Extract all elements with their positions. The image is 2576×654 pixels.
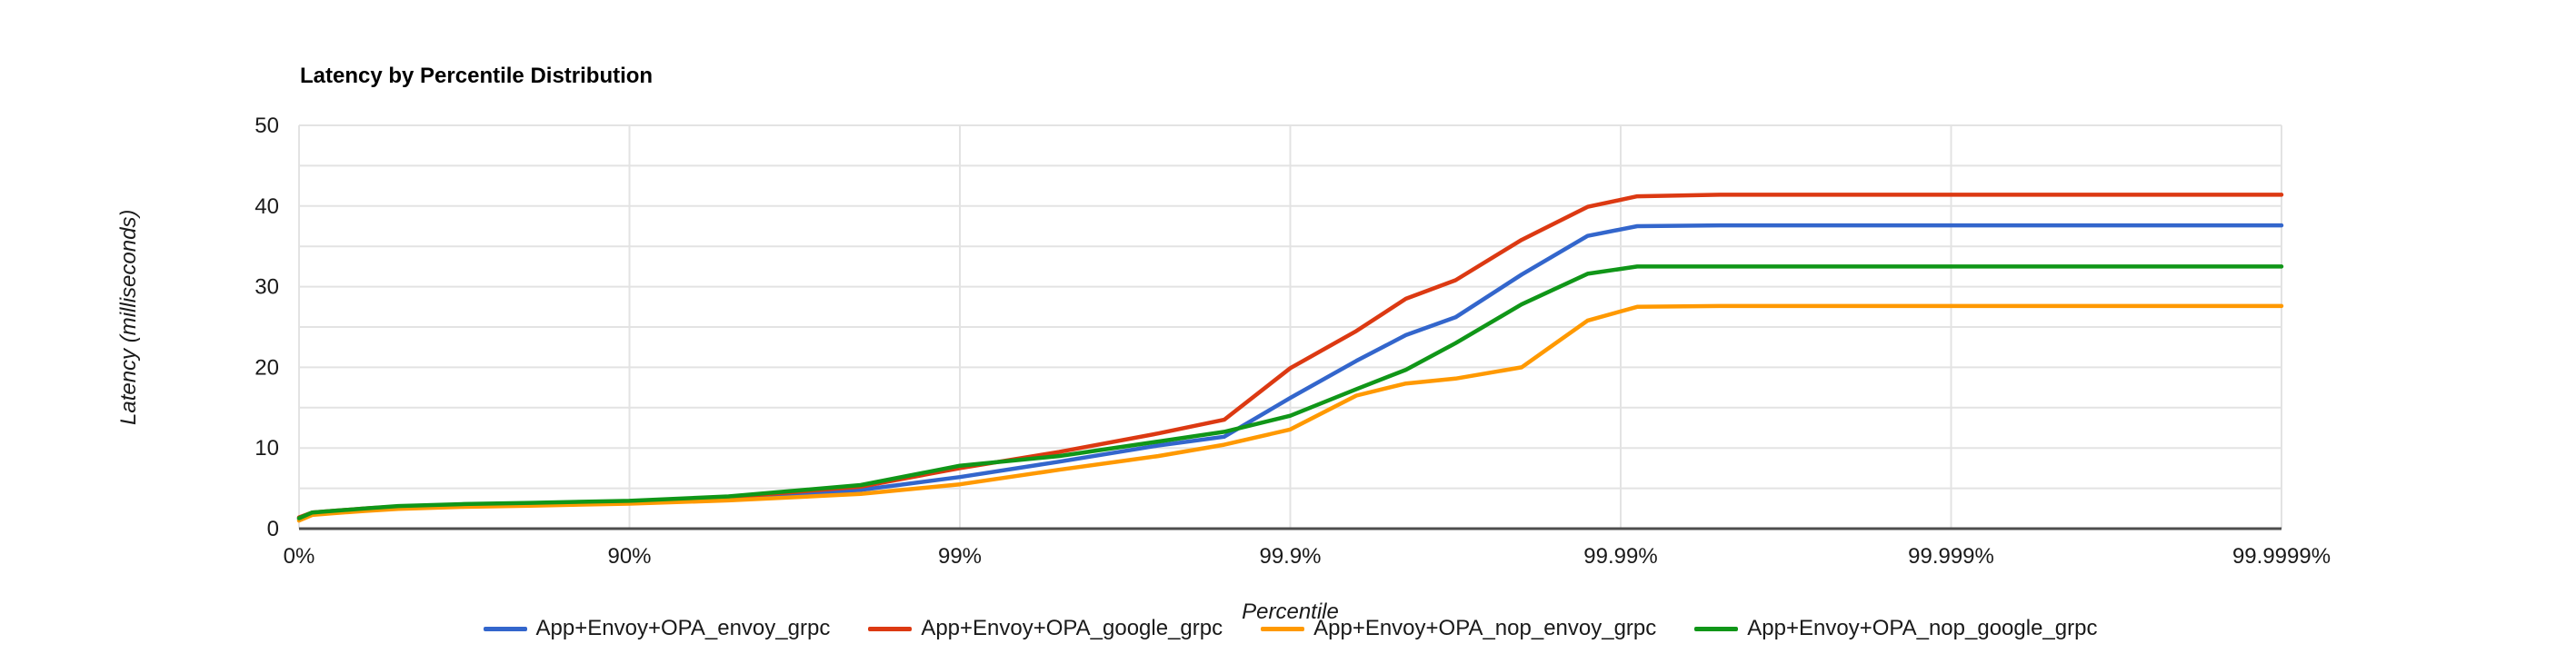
y-tick-label: 50 (255, 114, 279, 138)
legend-label: App+Envoy+OPA_nop_envoy_grpc (1313, 616, 1657, 640)
legend-item: App+Envoy+OPA_google_grpc (868, 616, 1223, 641)
legend-item: App+Envoy+OPA_nop_google_grpc (1694, 616, 2097, 641)
x-tick-label: 99.999% (1908, 544, 1994, 569)
x-tick-label: 0% (284, 544, 315, 569)
y-axis-title: Latency (milliseconds) (116, 209, 141, 425)
series-line-App+Envoy+OPA_nop_google_grpc[interactable] (296, 264, 2284, 520)
series-line-App+Envoy+OPA_nop_envoy_grpc[interactable] (296, 303, 2284, 523)
legend-swatch (483, 626, 527, 631)
x-tick-label: 99.9% (1259, 544, 1321, 569)
y-tick-label: 10 (255, 436, 279, 461)
legend-label: App+Envoy+OPA_nop_google_grpc (1747, 616, 2098, 640)
legend-label: App+Envoy+OPA_google_grpc (921, 616, 1223, 640)
y-tick-label: 40 (255, 194, 279, 219)
legend-swatch (868, 626, 913, 631)
y-tick-label: 0 (267, 517, 279, 541)
legend-label: App+Envoy+OPA_envoy_grpc (535, 616, 831, 640)
y-tick-label: 20 (255, 355, 279, 380)
x-tick-label: 99.99% (1583, 544, 1657, 569)
legend-swatch (1261, 626, 1305, 631)
x-tick-label: 99.9999% (2232, 544, 2331, 569)
x-tick-label: 90% (607, 544, 651, 569)
y-tick-label: 30 (255, 275, 279, 300)
legend-swatch (1694, 626, 1739, 631)
x-tick-label: 99% (938, 544, 982, 569)
legend-item: App+Envoy+OPA_envoy_grpc (483, 616, 831, 641)
legend-item: App+Envoy+OPA_nop_envoy_grpc (1261, 616, 1656, 641)
chart-title: Latency by Percentile Distribution (300, 64, 654, 88)
legend: App+Envoy+OPA_envoy_grpc App+Envoy+OPA_go… (299, 616, 2281, 641)
x-axis-title: Percentile (1242, 600, 1339, 624)
